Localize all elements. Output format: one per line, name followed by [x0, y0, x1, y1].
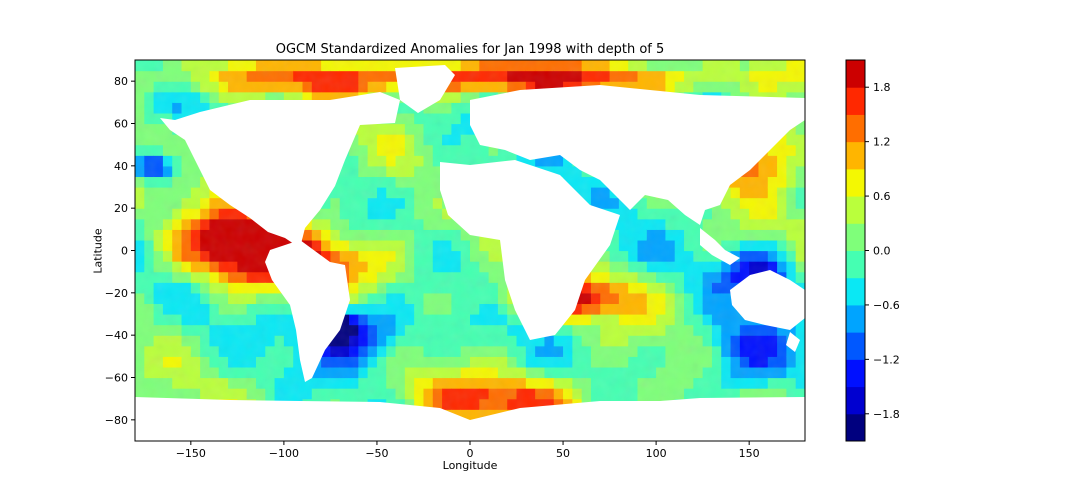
x-tick-label: −50 — [365, 447, 388, 460]
x-tick-label: −150 — [176, 447, 206, 460]
x-axis: −150 −100 −50 0 50 100 150 — [176, 441, 760, 460]
x-tick-label: −100 — [269, 447, 299, 460]
colorbar-band — [846, 223, 865, 251]
y-tick-label: 40 — [114, 160, 128, 173]
colorbar-band — [846, 359, 865, 388]
colorbar-tick-label: −0.6 — [873, 299, 900, 312]
y-tick-label: −60 — [105, 372, 128, 385]
colorbar-band — [846, 114, 865, 143]
colorbar-band — [846, 250, 865, 279]
y-tick-label: −40 — [105, 329, 128, 342]
y-tick-label: 60 — [114, 118, 128, 131]
colorbar-band — [846, 141, 865, 170]
colorbar-tick-label: 0.6 — [873, 190, 891, 203]
colorbar-ticks: −1.8 −1.2 −0.6 0.0 0.6 1.2 1.8 — [865, 81, 900, 421]
colorbar-tick-label: −1.8 — [873, 408, 900, 421]
y-axis: −80 −60 −40 −20 0 20 40 60 80 — [105, 75, 135, 427]
x-tick-label: 0 — [467, 447, 474, 460]
colorbar-band — [846, 386, 865, 415]
land-antarctica — [135, 397, 805, 441]
x-tick-label: 150 — [739, 447, 760, 460]
colorbar-tick-label: 1.2 — [873, 136, 891, 149]
colorbar-band — [846, 196, 865, 224]
colorbar-band — [846, 60, 865, 88]
land-eurasia — [470, 85, 805, 225]
x-axis-label: Longitude — [442, 459, 498, 472]
colorbar-band — [846, 277, 865, 306]
colorbar-band — [846, 332, 865, 360]
x-tick-label: 100 — [646, 447, 667, 460]
colorbar-bands — [846, 60, 865, 442]
land-greenland — [395, 65, 455, 113]
colorbar-tick-label: 1.8 — [873, 81, 891, 94]
y-axis-label: Latitude — [91, 228, 105, 274]
land-africa — [440, 160, 620, 340]
land-southeast-asia — [700, 228, 740, 265]
colorbar: −1.8 −1.2 −0.6 0.0 0.6 1.2 1.8 — [845, 59, 900, 442]
colorbar-band — [846, 413, 865, 442]
y-tick-label: 20 — [114, 202, 128, 215]
land-north-america — [160, 92, 400, 248]
y-tick-label: −80 — [105, 414, 128, 427]
land-australia — [730, 270, 805, 330]
land-south-america — [265, 240, 350, 382]
y-tick-label: 0 — [121, 245, 128, 258]
colorbar-band — [846, 168, 865, 197]
colorbar-tick-label: 0.0 — [873, 245, 891, 258]
plot-area — [134, 59, 806, 442]
land-mask — [135, 65, 805, 441]
colorbar-tick-label: −1.2 — [873, 353, 900, 366]
chart-title: OGCM Standardized Anomalies for Jan 1998… — [275, 42, 665, 57]
x-tick-label: 50 — [556, 447, 570, 460]
y-tick-label: −20 — [105, 287, 128, 300]
y-tick-label: 80 — [114, 75, 128, 88]
land-new-zealand — [786, 332, 800, 352]
colorbar-band — [846, 304, 865, 333]
colorbar-band — [846, 87, 865, 115]
